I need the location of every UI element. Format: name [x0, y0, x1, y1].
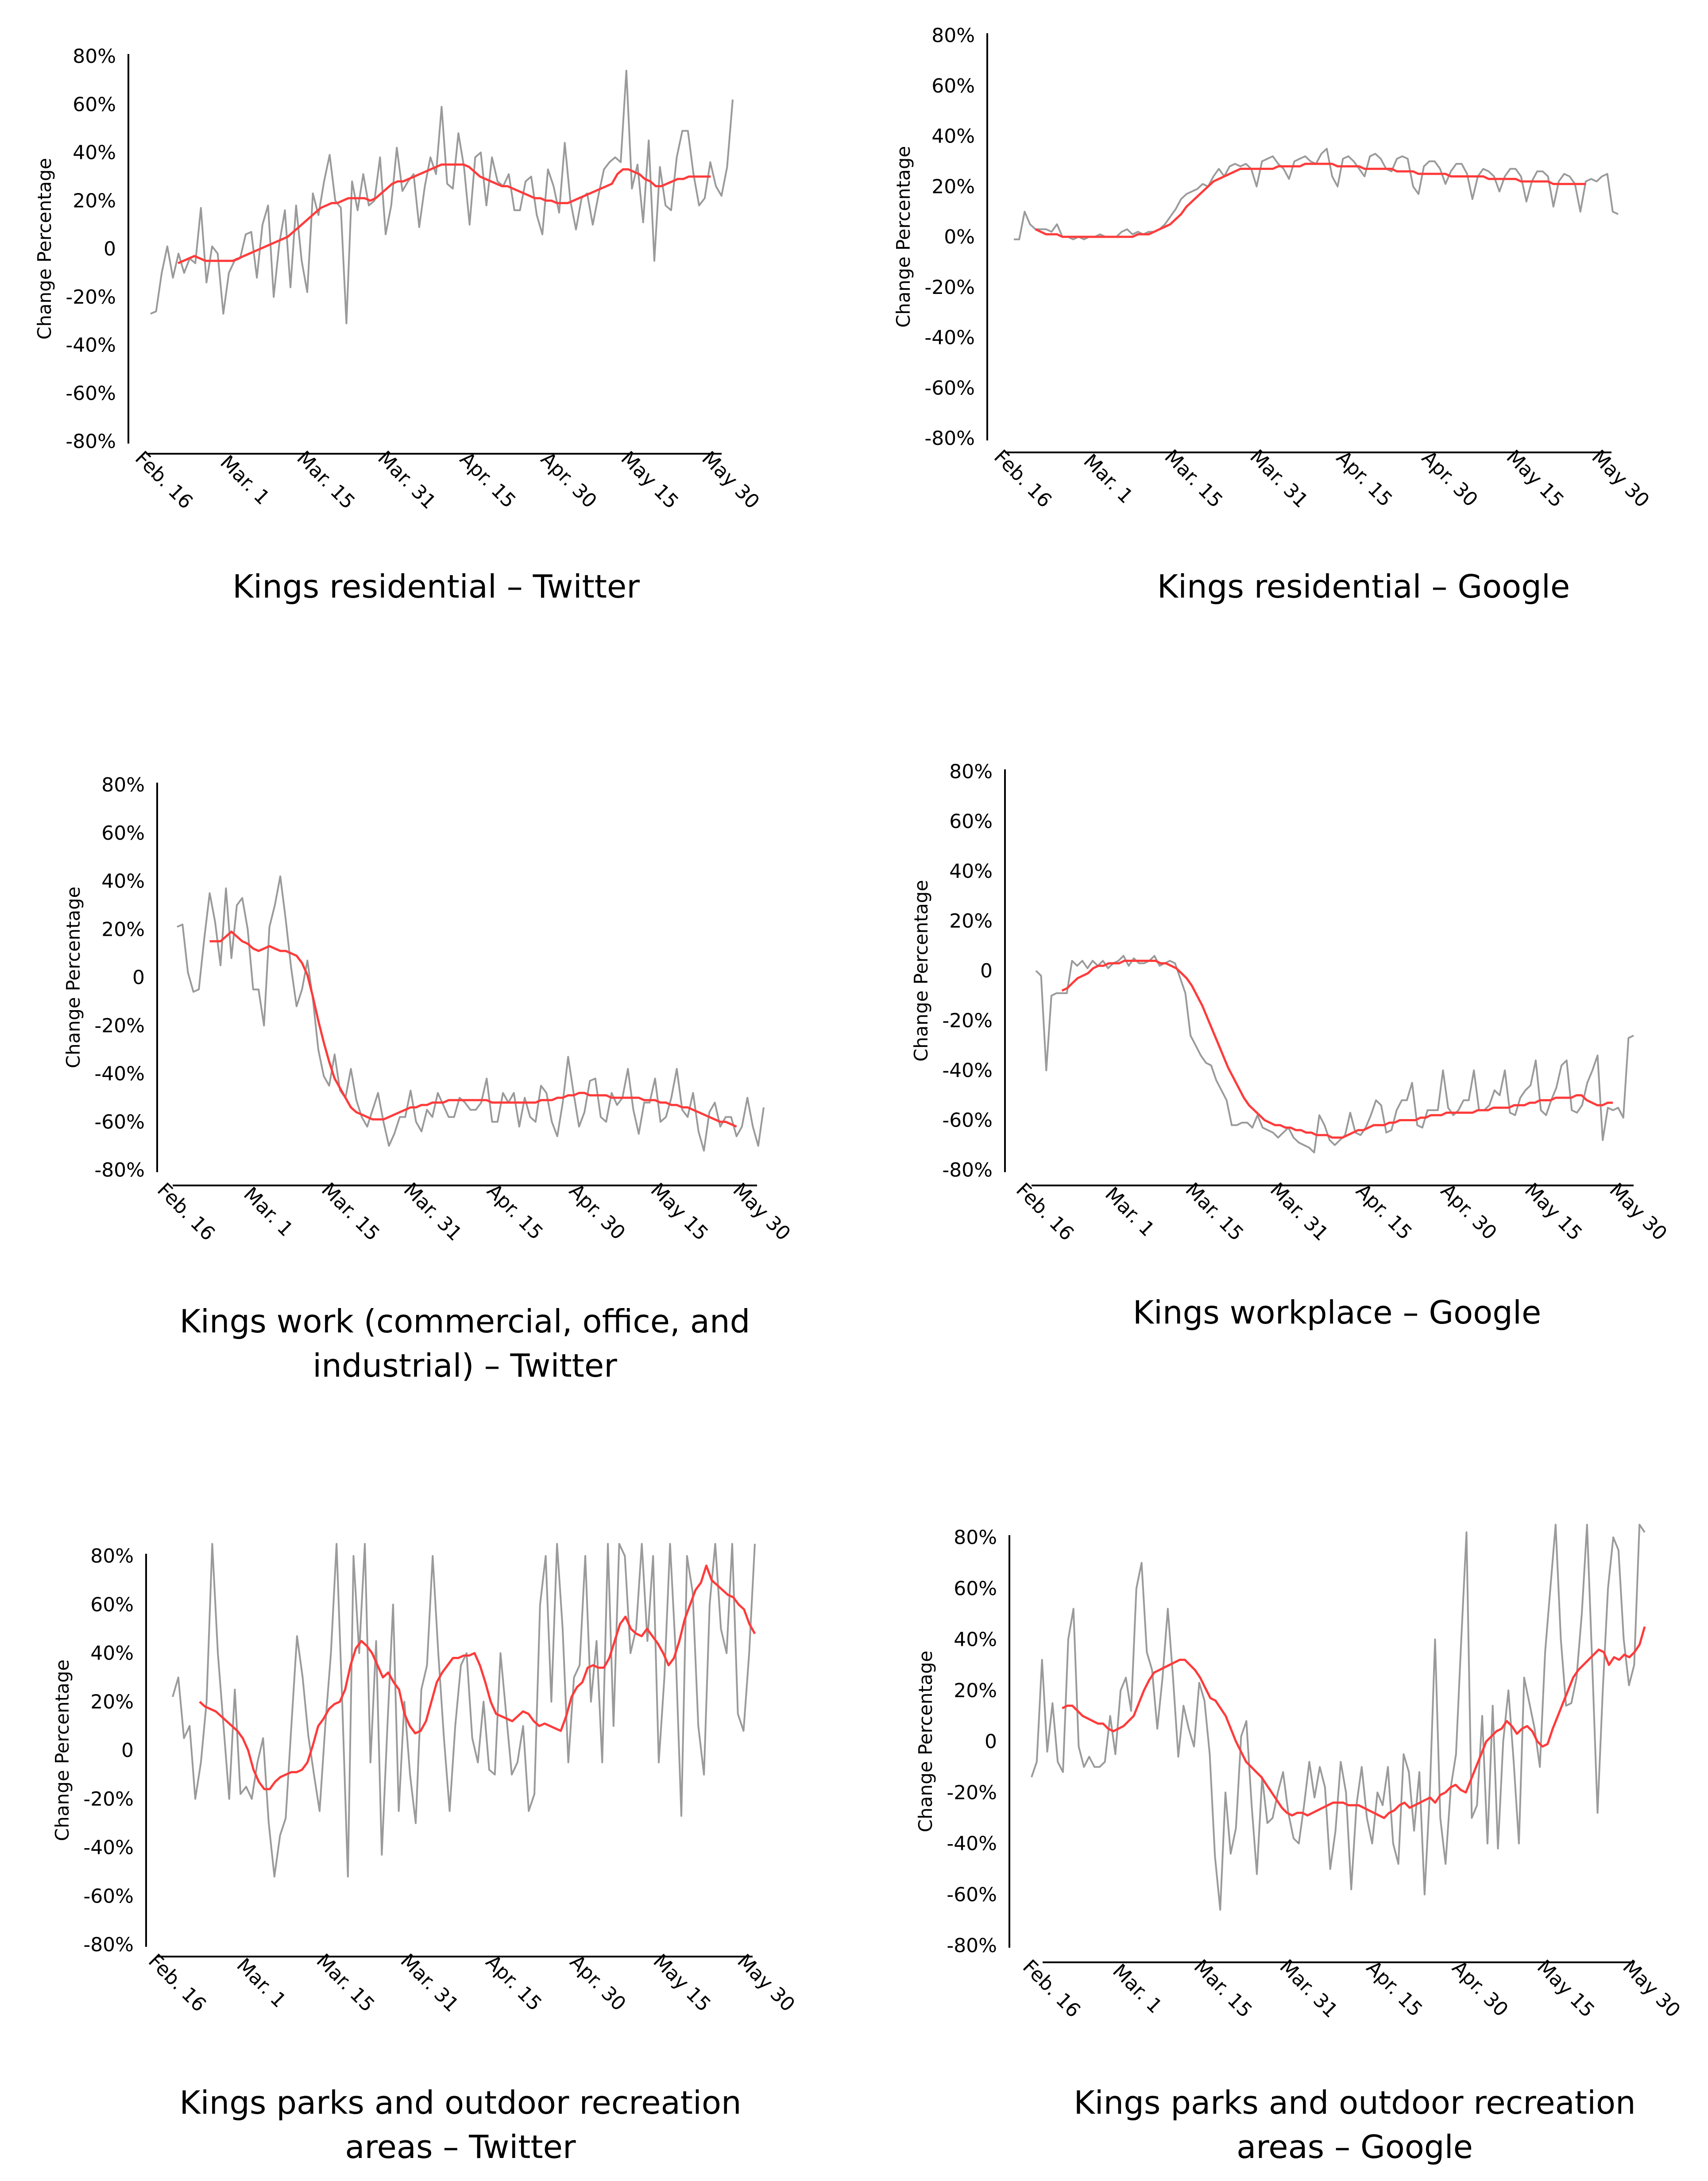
y-tick-label: 40% [90, 1642, 134, 1665]
y-tick-label: -80% [66, 430, 116, 453]
y-tick-label: -40% [83, 1837, 134, 1859]
y-tick-label: 80% [73, 45, 116, 68]
y-tick-label: -80% [924, 427, 975, 450]
y-tick-label: 20% [90, 1691, 134, 1713]
chart-title: industrial) – Twitter [313, 1347, 617, 1384]
smoothed-series-line [199, 1564, 756, 1791]
chart-title: areas – Google [1237, 2128, 1473, 2166]
y-tick-label: -40% [66, 334, 116, 357]
smoothed-series-line [209, 930, 737, 1128]
chart-title: Kings parks and outdoor recreation [179, 2084, 741, 2121]
y-axis-title: Change Percentage [893, 146, 914, 328]
y-tick-label: 60% [949, 811, 993, 833]
y-tick-label: 80% [931, 24, 975, 47]
y-tick-label: -80% [947, 1934, 997, 1957]
y-tick-label: 80% [101, 774, 145, 796]
y-axis-title: Change Percentage [51, 1660, 73, 1841]
y-tick-label: -80% [942, 1159, 993, 1181]
y-tick-label: 60% [73, 93, 116, 116]
y-tick-label: 40% [931, 125, 975, 148]
y-tick-label: -20% [66, 286, 116, 309]
y-tick-label: -60% [942, 1109, 993, 1132]
y-tick-label: 20% [954, 1679, 997, 1702]
y-tick-label: 40% [73, 142, 116, 164]
y-tick-label: 40% [101, 870, 145, 893]
y-tick-label: -20% [942, 1010, 993, 1032]
y-tick-label: 0 [985, 1730, 997, 1753]
y-tick-label: 60% [954, 1577, 997, 1600]
y-tick-label: 20% [101, 918, 145, 941]
smoothed-series-line [1062, 1626, 1646, 1819]
y-tick-label: -60% [94, 1111, 145, 1133]
y-tick-label: -40% [924, 327, 975, 349]
y-tick-label: 60% [90, 1594, 134, 1616]
y-tick-label: 80% [949, 760, 993, 783]
y-axis-title: Change Percentage [910, 880, 932, 1062]
y-tick-label: -20% [94, 1015, 145, 1037]
y-tick-label: -20% [83, 1788, 134, 1810]
smoothed-series-line [178, 163, 711, 264]
y-tick-label: -40% [947, 1833, 997, 1855]
y-tick-label: 0 [121, 1739, 134, 1762]
chart-title: Kings residential – Twitter [232, 568, 640, 605]
raw-series-line [1031, 1524, 1646, 1911]
y-tick-label: 0 [980, 960, 993, 982]
y-tick-label: -20% [947, 1781, 997, 1804]
y-tick-label: 40% [949, 860, 993, 883]
y-tick-label: 60% [101, 822, 145, 845]
raw-series-line [177, 875, 765, 1152]
y-axis-title: Change Percentage [34, 158, 55, 340]
smoothed-series-line [1061, 960, 1613, 1139]
y-tick-label: 20% [73, 189, 116, 212]
chart-title: Kings workplace – Google [1133, 1294, 1542, 1331]
raw-series-line [172, 1543, 756, 1878]
y-tick-label: 80% [954, 1526, 997, 1549]
y-tick-label: 0 [104, 238, 116, 260]
y-axis-title: Change Percentage [915, 1651, 936, 1832]
y-tick-label: -60% [83, 1885, 134, 1907]
y-tick-label: 40% [954, 1629, 997, 1651]
chart-title: Kings residential – Google [1157, 568, 1570, 605]
y-tick-label: -40% [94, 1063, 145, 1085]
y-tick-label: -60% [66, 382, 116, 405]
y-tick-label: -60% [924, 377, 975, 399]
y-tick-label: -80% [83, 1934, 134, 1956]
y-tick-label: -40% [942, 1059, 993, 1082]
y-tick-label: -20% [924, 276, 975, 299]
y-tick-label: 60% [931, 75, 975, 97]
y-axis-title: Change Percentage [62, 887, 84, 1068]
y-tick-label: 0 [132, 966, 145, 989]
y-tick-label: 20% [949, 910, 993, 933]
smoothed-series-line [1035, 162, 1586, 238]
chart-title: Kings parks and outdoor recreation [1074, 2084, 1635, 2121]
y-tick-label: 80% [90, 1545, 134, 1567]
y-tick-label: 20% [931, 175, 975, 198]
chart-title: Kings work (commercial, office, and [180, 1303, 750, 1340]
y-tick-label: 0% [944, 226, 975, 248]
y-tick-label: -80% [94, 1159, 145, 1181]
y-tick-label: -60% [947, 1884, 997, 1906]
chart-title: areas – Twitter [345, 2128, 576, 2166]
